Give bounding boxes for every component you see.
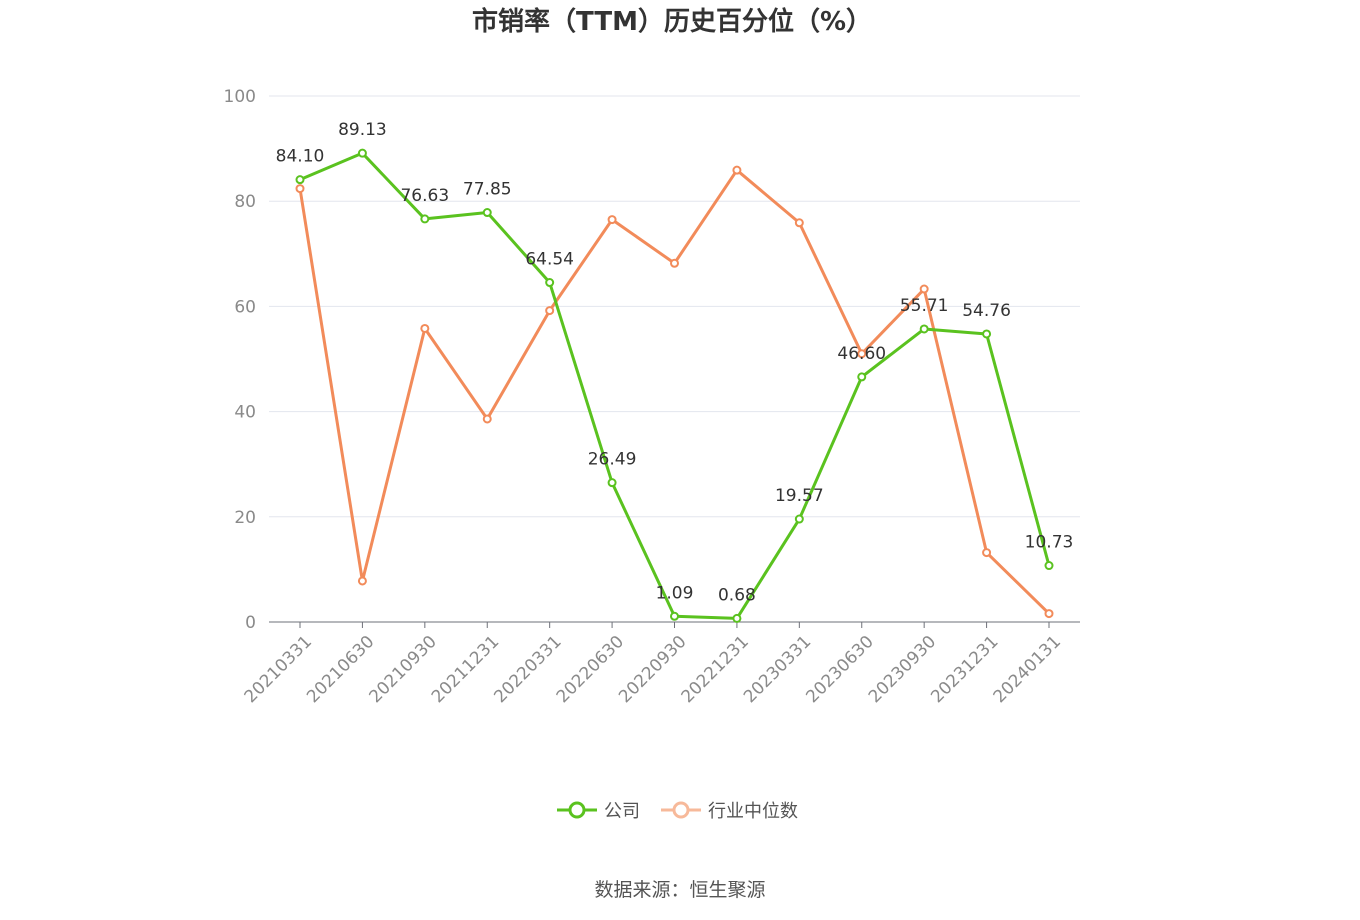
series-1-point <box>982 548 992 558</box>
series-0-point <box>545 278 555 288</box>
y-tick-label: 40 <box>234 403 256 423</box>
chart-title: 市销率（TTM）历史百分位（%） <box>472 6 872 37</box>
y-tick-label: 20 <box>234 508 256 528</box>
series-0-point <box>732 613 742 623</box>
data-label: 26.49 <box>588 450 637 470</box>
series-0-point <box>794 514 804 524</box>
series-0-point <box>857 372 867 382</box>
series-1-point <box>732 165 742 175</box>
source-note: 数据来源：恒生聚源 <box>594 879 765 901</box>
series-1-point <box>420 323 430 333</box>
series-0-point <box>420 214 430 224</box>
series-0-point <box>982 329 992 339</box>
series-line-0 <box>299 151 1051 620</box>
data-label: 10.73 <box>1025 533 1074 553</box>
legend-label: 行业中位数 <box>708 801 798 822</box>
series-1-point <box>357 576 367 586</box>
data-label: 0.68 <box>718 585 756 605</box>
data-label: 77.85 <box>463 180 512 200</box>
data-label: 55.71 <box>900 296 949 316</box>
y-tick-label: 60 <box>234 297 256 317</box>
series-1-point <box>482 414 492 424</box>
series-0-point <box>1044 561 1054 571</box>
series-0-point <box>670 611 679 621</box>
x-tick-label: 20240131 <box>990 632 1065 707</box>
series-1-point <box>295 184 305 194</box>
y-tick-label: 100 <box>224 87 256 107</box>
axes: 0204060801002021033120210630202109302021… <box>224 87 1080 707</box>
series-0-point <box>295 175 305 185</box>
legend-marker <box>568 801 586 819</box>
series-0-point <box>607 478 617 488</box>
series-1-point <box>607 215 617 225</box>
legend-marker <box>672 801 690 819</box>
y-tick-label: 80 <box>234 192 256 212</box>
legend-label: 公司 <box>604 801 640 822</box>
series-0-point <box>919 324 929 334</box>
series-1-point <box>919 284 929 294</box>
series-1-point <box>794 218 804 228</box>
data-label: 46.60 <box>837 344 886 364</box>
grid-lines <box>269 95 1080 518</box>
series-line-1 <box>298 168 1051 615</box>
data-label: 19.57 <box>775 486 824 506</box>
data-labels: 84.10 89.13 76.63 77.85 64.54 26.49 1.09 0.68 19… <box>276 120 1074 605</box>
series-0-point <box>482 208 492 218</box>
series-0-point <box>357 148 367 158</box>
series-1-point <box>857 349 867 359</box>
data-label: 1.09 <box>656 583 694 603</box>
series-1-point <box>670 258 679 268</box>
series-1-point <box>545 306 555 316</box>
series <box>295 148 1054 623</box>
legend: 公司 行业中位数 <box>557 801 798 822</box>
data-label: 54.76 <box>962 301 1011 321</box>
data-label: 84.10 <box>276 147 325 167</box>
data-label: 89.13 <box>338 120 387 140</box>
series-1-point <box>1044 609 1054 619</box>
data-label: 64.54 <box>525 250 574 270</box>
y-tick-label: 0 <box>245 613 256 633</box>
data-label: 76.63 <box>400 186 449 206</box>
